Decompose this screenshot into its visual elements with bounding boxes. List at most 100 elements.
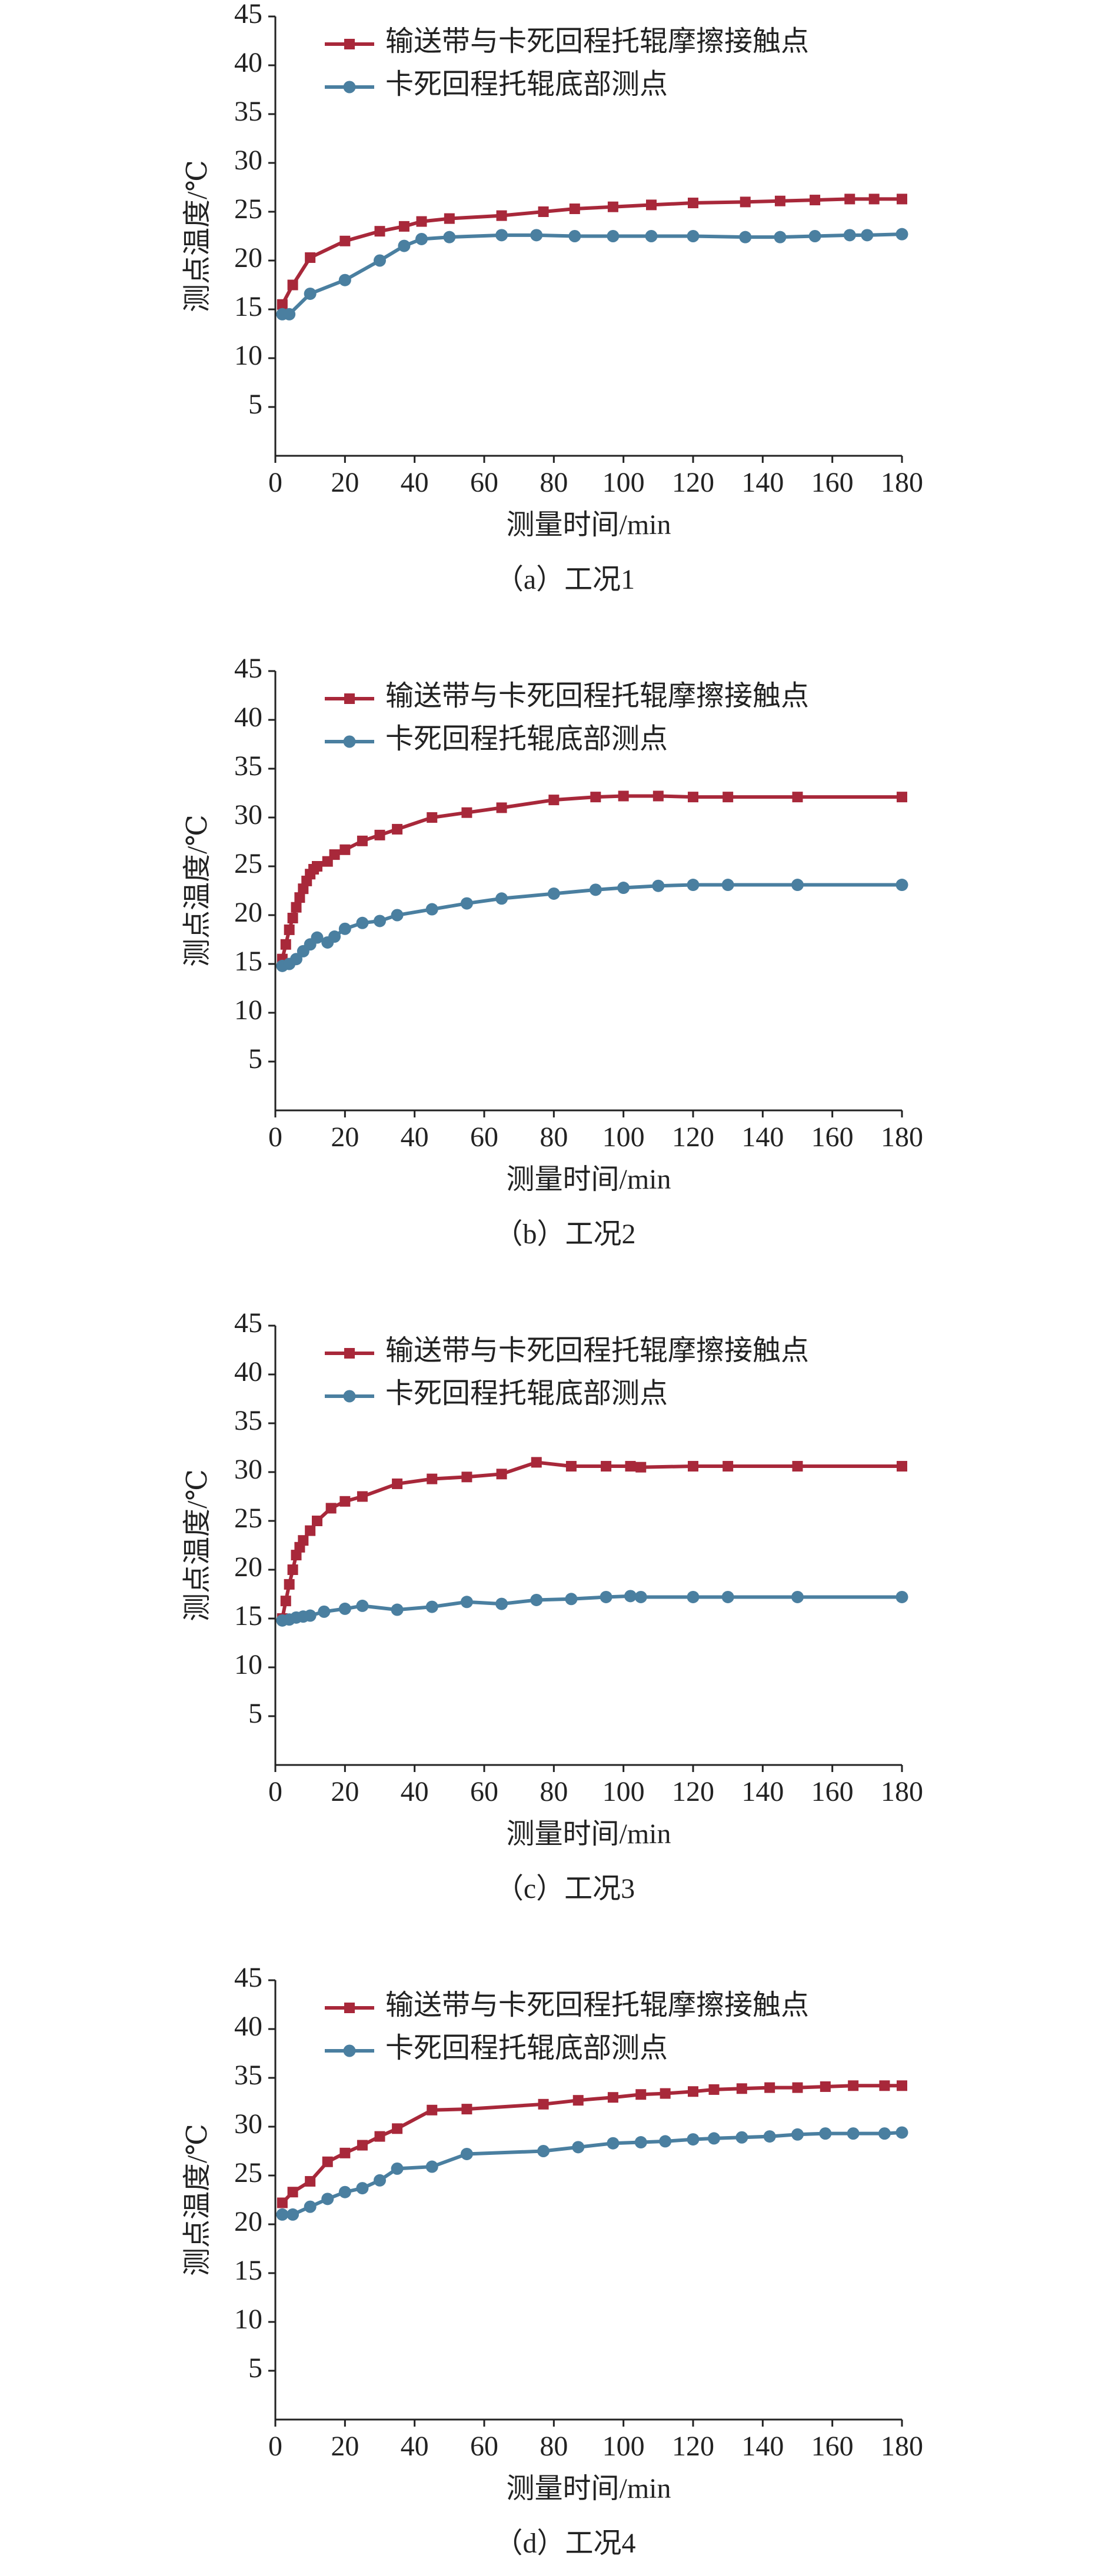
legend-marker	[343, 1390, 356, 1403]
data-point	[392, 2123, 403, 2134]
x-tick-label: 0	[268, 467, 282, 498]
legend-marker	[344, 39, 355, 49]
data-line	[280, 794, 902, 960]
data-point	[460, 897, 473, 910]
data-point	[374, 915, 386, 927]
data-point	[356, 2182, 369, 2195]
caption: （a）工况1	[495, 564, 635, 595]
y-tick-label: 40	[234, 47, 262, 78]
x-tick-label: 120	[672, 1776, 714, 1807]
data-line	[282, 232, 903, 316]
data-point	[427, 2104, 438, 2115]
y-tick-label: 25	[234, 848, 262, 879]
y-tick-label: 20	[234, 2206, 262, 2237]
data-point	[287, 912, 298, 923]
y-tick-label: 30	[234, 2108, 262, 2140]
y-tick-label: 5	[248, 1043, 262, 1075]
data-point	[810, 195, 821, 206]
data-line	[280, 1460, 902, 1619]
legend-marker	[344, 2003, 355, 2013]
y-tick-label: 15	[234, 1600, 262, 1631]
data-point	[329, 849, 340, 860]
data-point	[374, 226, 385, 237]
data-point	[721, 879, 734, 892]
data-point	[601, 1461, 612, 1472]
data-point	[496, 1469, 507, 1480]
data-point	[537, 2145, 550, 2157]
data-point	[618, 790, 629, 802]
y-tick-label: 40	[234, 1356, 262, 1387]
data-point	[879, 2080, 890, 2091]
data-point	[791, 1590, 804, 1603]
data-point	[688, 198, 698, 209]
x-tick-label: 160	[811, 467, 854, 498]
data-point	[660, 2088, 671, 2099]
data-point	[338, 1602, 351, 1615]
x-tick-label: 120	[672, 1122, 714, 1153]
data-point	[607, 2137, 620, 2150]
caption: （c）工况3	[495, 1873, 635, 1904]
data-point	[646, 199, 657, 211]
x-tick-label: 160	[811, 1776, 854, 1807]
y-axis-label: 测点温度/℃	[182, 160, 213, 312]
data-point	[460, 2147, 473, 2160]
data-point	[276, 2208, 289, 2221]
x-tick-label: 180	[881, 2431, 923, 2462]
data-point	[589, 883, 602, 896]
data-point	[305, 2175, 316, 2187]
y-tick-label: 30	[234, 145, 262, 176]
data-point	[287, 1564, 298, 1575]
legend-label: 卡死回程托辊底部测点	[385, 723, 668, 755]
y-tick-label: 35	[234, 750, 262, 782]
y-tick-label: 5	[248, 1698, 262, 1729]
data-point	[322, 2156, 333, 2167]
data-point	[868, 193, 880, 205]
y-tick-label: 5	[248, 2353, 262, 2384]
x-tick-label: 0	[268, 1122, 282, 1153]
data-point	[312, 1516, 322, 1526]
y-tick-label: 35	[234, 96, 262, 127]
data-point	[861, 229, 874, 242]
data-point	[635, 1461, 647, 1473]
data-point	[304, 2200, 317, 2213]
data-point	[739, 231, 752, 243]
x-tick-label: 120	[672, 2431, 714, 2462]
chart: 5 10 15 20 25 30 35 40 45 0 20 40 60 80 100 120 140 160 18…	[182, 0, 923, 595]
y-tick-label: 10	[234, 2304, 262, 2335]
data-point	[895, 228, 908, 241]
x-tick-label: 180	[881, 1122, 923, 1153]
data-point	[687, 1590, 700, 1603]
y-tick-label: 20	[234, 897, 262, 928]
y-axis-label: 测点温度/℃	[182, 815, 213, 967]
data-point	[374, 254, 386, 267]
y-tick-label: 10	[234, 340, 262, 371]
data-point	[791, 2128, 804, 2141]
data-point	[443, 231, 456, 243]
data-point	[848, 2080, 859, 2091]
data-point	[708, 2132, 720, 2145]
x-tick-label: 40	[401, 1776, 429, 1807]
x-tick-label: 100	[602, 2431, 645, 2462]
data-point	[634, 2136, 647, 2149]
data-point	[688, 2086, 698, 2097]
y-tick-label: 35	[234, 1405, 262, 1436]
data-line	[282, 1594, 902, 1623]
data-point	[688, 792, 698, 803]
data-point	[565, 1593, 578, 1606]
data-point	[688, 1461, 698, 1472]
data-point	[844, 193, 855, 205]
x-tick-label: 60	[470, 1122, 498, 1153]
data-point	[495, 229, 508, 242]
data-point	[820, 2081, 831, 2092]
legend-marker	[343, 2044, 356, 2057]
data-point	[427, 812, 438, 823]
x-tick-label: 160	[811, 1122, 854, 1153]
legend-label: 输送带与卡死回程托辊摩擦接触点	[385, 680, 809, 712]
data-point	[897, 792, 907, 803]
y-tick-label: 45	[234, 1962, 262, 1993]
data-point	[723, 792, 734, 803]
data-point	[792, 1461, 803, 1472]
chart: 5 10 15 20 25 30 35 40 45 0 20 40 60 80 100 120 140 160 18…	[182, 1307, 923, 1904]
data-point	[460, 1596, 473, 1609]
data-point	[416, 216, 427, 227]
